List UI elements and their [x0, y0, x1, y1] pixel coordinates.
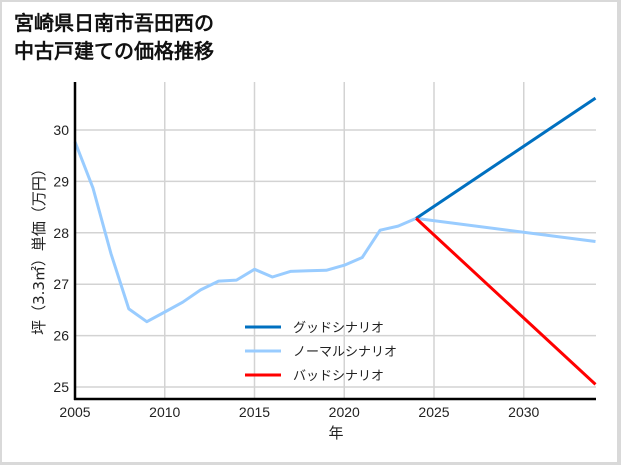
chart-title-line-2: 中古戸建ての価格推移	[14, 39, 214, 63]
y-tick-label: 28	[53, 225, 69, 241]
legend-label: グッドシナリオ	[293, 321, 384, 336]
chart-title: 宮崎県日南市吾田西の 中古戸建ての価格推移	[14, 9, 214, 65]
x-tick-label: 2025	[418, 404, 449, 420]
x-axis-label: 年	[328, 424, 343, 442]
x-tick-label: 2005	[59, 404, 90, 420]
y-tick-label: 27	[53, 276, 69, 292]
x-tick-label: 2015	[239, 404, 270, 420]
x-tick-label: 2030	[508, 404, 539, 420]
y-tick-label: 26	[53, 328, 69, 344]
legend-label: バッドシナリオ	[293, 369, 384, 384]
y-axis-label: 坪（3.3㎡）単価（万円）	[30, 161, 48, 335]
y-tick-label: 25	[53, 379, 69, 395]
series-line	[73, 141, 596, 324]
data-series	[73, 96, 597, 386]
x-tick-label: 2020	[329, 404, 360, 420]
series-line	[415, 96, 597, 220]
x-tick-label: 2010	[149, 404, 180, 420]
tick-labels: 25 26 27 28 29 30 2005 2010 2015 2020 2025 2030	[53, 122, 539, 420]
y-tick-label: 30	[53, 122, 69, 138]
y-tick-label: 29	[53, 173, 69, 189]
axes	[73, 82, 596, 401]
series-line	[415, 217, 597, 386]
chart-title-line-1: 宮崎県日南市吾田西の	[14, 11, 214, 35]
legend-label: ノーマルシナリオ	[293, 345, 397, 360]
